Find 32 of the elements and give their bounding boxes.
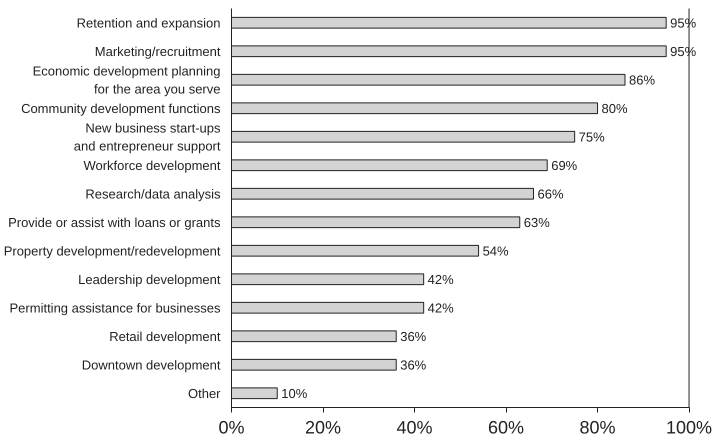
- x-tick-label: 40%: [396, 418, 433, 438]
- data-label: 86%: [628, 72, 656, 88]
- y-tick-label: Marketing/recruitment: [94, 44, 221, 59]
- data-label: 63%: [524, 214, 550, 230]
- data-label: 69%: [551, 158, 578, 173]
- y-tick-label: Property development/redevelopment: [4, 243, 221, 258]
- y-tick-label: Downtown development: [82, 357, 221, 372]
- y-tick-label: Research/data analysis: [85, 186, 221, 202]
- x-tick-label: 20%: [304, 418, 342, 438]
- data-label: 80%: [602, 100, 628, 116]
- y-tick-label: Retention and expansion: [76, 15, 221, 30]
- y-tick-label: Other: [188, 386, 222, 401]
- y-tick-label: Retail development: [109, 328, 221, 344]
- x-tick-label: 80%: [580, 418, 616, 438]
- y-tick-label: New business start-ups and entrepreneur support: [74, 120, 221, 154]
- data-label: 42%: [428, 300, 454, 316]
- data-label: 66%: [537, 186, 564, 202]
- data-label: 10%: [281, 386, 308, 401]
- y-tick-label: Community development functions: [21, 100, 221, 116]
- x-tick-label: 0%: [218, 418, 245, 438]
- data-label: 36%: [400, 328, 427, 344]
- y-tick-label: Permitting assistance for businesses: [10, 300, 221, 316]
- y-tick-label: Workforce development: [83, 158, 221, 173]
- y-tick-label: Economic development planning for the area you serve: [32, 63, 221, 96]
- data-label: 75%: [578, 129, 606, 144]
- x-tick-label: 100%: [666, 418, 712, 438]
- y-tick-label: Provide or assist with loans or grants: [8, 214, 221, 230]
- x-tick-label: 60%: [488, 418, 524, 438]
- y-tick-label: Leadership development: [78, 272, 221, 287]
- data-label: 42%: [428, 272, 454, 287]
- data-label: 54%: [482, 243, 510, 258]
- data-label: 36%: [400, 357, 427, 372]
